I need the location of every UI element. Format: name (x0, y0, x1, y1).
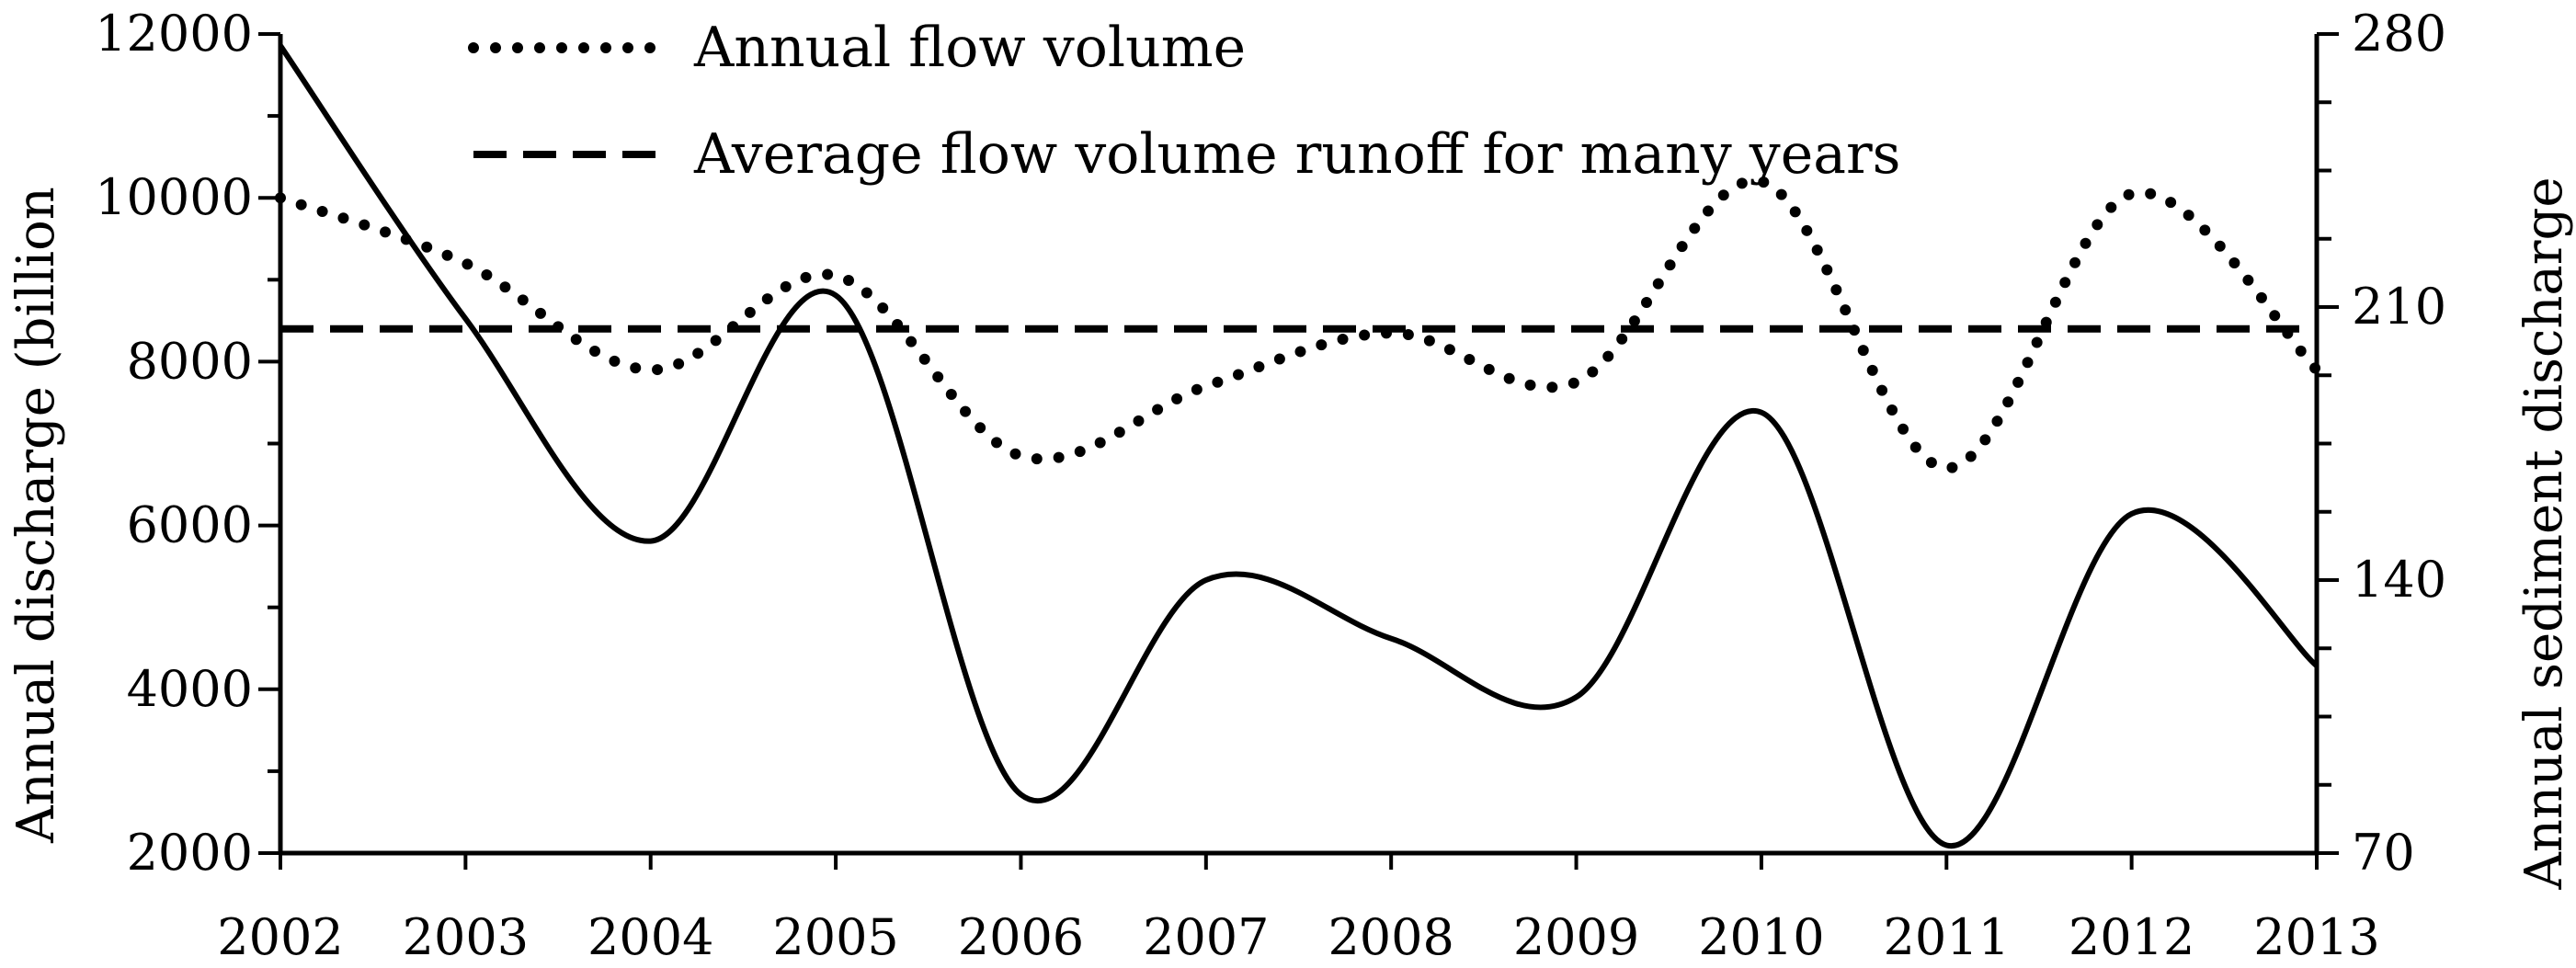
x-tick-label: 2010 (1698, 908, 1824, 966)
right-axis-title: Annual sediment discharge (2514, 177, 2574, 890)
series-1-point (1760, 327, 1763, 331)
left-tick-label: 8000 (127, 332, 253, 390)
series-1-point (1019, 327, 1022, 331)
left-tick-label: 4000 (127, 660, 253, 718)
left-tick-label: 10000 (95, 168, 253, 226)
left-tick-label: 12000 (95, 5, 253, 63)
right-axis-ticks: 70 140 210 280 (2317, 5, 2446, 882)
x-axis-ticks: 2002 2003 2004 2005 2006 2007 2008 2009 2010 2011… (217, 853, 2380, 966)
right-tick-label: 280 (2352, 5, 2446, 63)
legend-label-annual-flow: Annual flow volume (693, 16, 1246, 80)
x-tick-label: 2005 (772, 908, 898, 966)
x-tick-label: 2007 (1143, 908, 1269, 966)
left-tick-label: 6000 (127, 496, 253, 554)
right-tick-label: 70 (2352, 824, 2415, 882)
series-annual-flow-volume-line (275, 175, 2322, 474)
x-tick-label: 2012 (2069, 908, 2194, 966)
series-0-point (1204, 384, 1208, 388)
x-tick-label: 2013 (2253, 908, 2379, 966)
legend: Annual flow volume Average flow volume r… (468, 16, 1900, 187)
right-tick-label: 140 (2352, 551, 2446, 609)
x-tick-label: 2004 (587, 908, 713, 966)
series-1-point (463, 327, 467, 331)
x-tick-label: 2011 (1884, 908, 2010, 966)
series-layer (275, 44, 2322, 848)
x-tick-label: 2006 (958, 908, 1084, 966)
x-tick-label: 2003 (403, 908, 529, 966)
x-tick-label: 2009 (1513, 908, 1639, 966)
x-tick-label: 2008 (1328, 908, 1453, 966)
series-0-point (834, 274, 838, 278)
left-axis-ticks: 2000 4000 6000 8000 10000 12000 (95, 5, 280, 882)
series-sediment-discharge-line (278, 44, 2319, 848)
legend-label-average-flow: Average flow volume runoff for many year… (693, 122, 1900, 187)
left-tick-label: 2000 (127, 824, 253, 882)
x-tick-label: 2002 (217, 908, 343, 966)
left-axis-title: Annual discharge (billion (6, 187, 66, 844)
right-tick-label: 210 (2352, 278, 2446, 336)
